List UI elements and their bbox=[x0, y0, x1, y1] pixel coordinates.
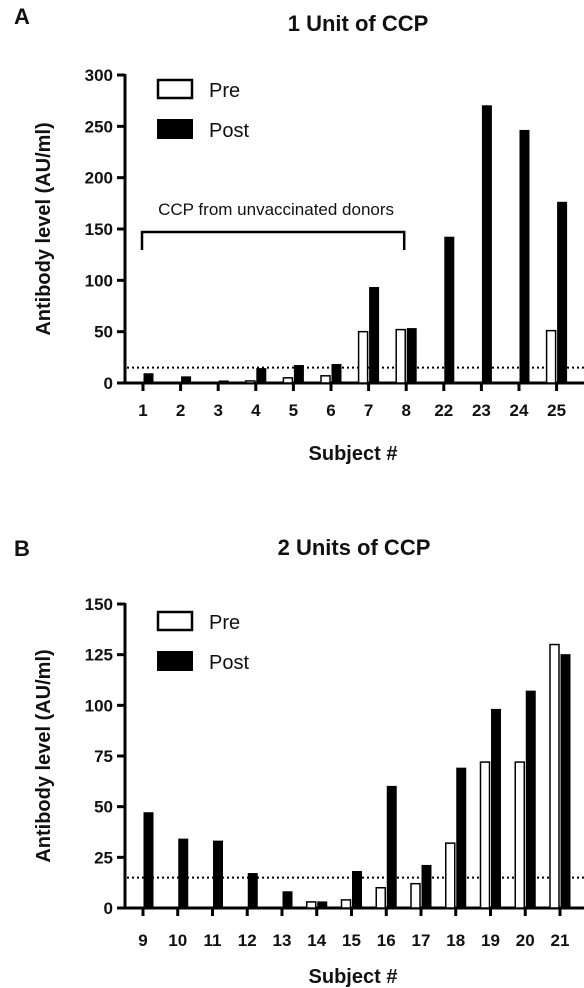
panel-a-x-tick-label-4: 4 bbox=[251, 401, 261, 420]
panel-a-x-tick-label-2: 2 bbox=[176, 401, 185, 420]
panel-b-bar-pre-21 bbox=[549, 643, 560, 909]
panel-a-bar-pre-7 bbox=[357, 330, 369, 384]
panel-a-y-tick-label-250: 250 bbox=[85, 117, 113, 136]
panel-a-bar-post-24 bbox=[519, 129, 530, 384]
panel-b-x-tick-label-19: 19 bbox=[481, 931, 500, 950]
panel-a-annotation-text: CCP from unvaccinated donors bbox=[158, 200, 394, 219]
panel-a-bar-post-3 bbox=[218, 380, 229, 384]
panel-b-x-tick-label-9: 9 bbox=[138, 931, 147, 950]
panel-b-bar-post-13 bbox=[282, 891, 293, 909]
panel-a-bar-post-5 bbox=[293, 365, 304, 384]
panel-a-bar-post-1 bbox=[143, 373, 154, 384]
panel-a-x-tick-label-6: 6 bbox=[326, 401, 335, 420]
panel-a-bar-post-8 bbox=[406, 328, 417, 384]
panel-a-bar-post-2 bbox=[181, 376, 192, 384]
panel-a-bar-post-22 bbox=[444, 236, 455, 384]
panel-a-bar-post-4 bbox=[256, 368, 267, 384]
panel-a-bar-post-23 bbox=[481, 105, 492, 384]
panel-b-bar-pre-19 bbox=[479, 761, 491, 909]
panel-a-legend-label-pre: Pre bbox=[209, 80, 240, 102]
panel-a-title: 1 Unit of CCP bbox=[288, 11, 429, 36]
panel-b-y-tick-label-100: 100 bbox=[85, 696, 113, 715]
panel-a-bar-post-6 bbox=[331, 364, 342, 384]
panel-b-y-tick-label-125: 125 bbox=[85, 646, 113, 665]
panel-b-bar-pre-17 bbox=[410, 882, 421, 909]
panel-a-bar-pre-25 bbox=[545, 329, 557, 384]
panel-b-bar-pre-15 bbox=[340, 899, 352, 909]
panel-b-bar-post-19 bbox=[491, 708, 501, 909]
panel-a-x-tick-label-23: 23 bbox=[472, 401, 491, 420]
panel-b-legend-swatch-post bbox=[157, 651, 193, 671]
panel-b-x-tick-label-15: 15 bbox=[342, 931, 361, 950]
panel-b-y-tick-label-150: 150 bbox=[85, 595, 113, 614]
panel-b-y-tick-label-75: 75 bbox=[94, 747, 113, 766]
panel-a-x-tick-label-24: 24 bbox=[510, 401, 529, 420]
panel-a-x-tick-label-3: 3 bbox=[213, 401, 222, 420]
panel-b-x-tick-label-18: 18 bbox=[446, 931, 465, 950]
panel-a-x-tick-label-8: 8 bbox=[401, 401, 410, 420]
panel-b-x-tick-label-16: 16 bbox=[377, 931, 396, 950]
panel-a-bar-pre-5 bbox=[282, 377, 294, 384]
panel-a-y-tick-label-0: 0 bbox=[104, 374, 113, 393]
panel-a-legend-swatch-pre bbox=[156, 78, 194, 100]
panel-b-y-tick-label-50: 50 bbox=[94, 798, 113, 817]
panel-b-bar-post-10 bbox=[178, 838, 189, 909]
panel-a-legend-label-post: Post bbox=[209, 120, 249, 142]
panel-b-bar-post-20 bbox=[525, 690, 536, 909]
panel-a-annotation-bracket bbox=[140, 230, 406, 250]
panel-a-y-tick-label-200: 200 bbox=[85, 169, 113, 188]
panel-b-y-axis-label: Antibody level (AU/ml) bbox=[33, 649, 55, 862]
panel-a-x-tick-label-25: 25 bbox=[547, 401, 566, 420]
panel-b-legend-label-pre: Pre bbox=[209, 612, 240, 634]
panel-a-y-tick-label-50: 50 bbox=[94, 323, 113, 342]
panel-b-bar-pre-16 bbox=[375, 886, 386, 909]
panel-a-bar-pre-4 bbox=[245, 380, 256, 384]
panel-a-y-tick-label-300: 300 bbox=[85, 66, 113, 85]
panel-a-x-tick-label-22: 22 bbox=[434, 401, 453, 420]
panel-b-letter: B bbox=[14, 536, 30, 561]
panel-b-bar-post-21 bbox=[560, 654, 571, 909]
panel-a-x-tick-label-5: 5 bbox=[289, 401, 298, 420]
panel-b-x-tick-label-14: 14 bbox=[307, 931, 326, 950]
panel-b-x-tick-label-21: 21 bbox=[551, 931, 570, 950]
panel-b-x-tick-label-13: 13 bbox=[273, 931, 292, 950]
panel-b-x-tick-label-11: 11 bbox=[204, 931, 222, 950]
panel-a-bar-post-7 bbox=[369, 287, 380, 384]
panel-a-legend-swatch-post bbox=[157, 119, 193, 139]
panel-b-bar-post-11 bbox=[213, 840, 223, 909]
panel-b-x-tick-label-10: 10 bbox=[168, 931, 187, 950]
panel-a-bar-post-25 bbox=[557, 201, 568, 384]
panel-a-y-tick-label-150: 150 bbox=[85, 220, 113, 239]
panel-b-bar-pre-18 bbox=[445, 842, 456, 909]
panel-b-x-tick-label-20: 20 bbox=[516, 931, 535, 950]
panel-a-letter: A bbox=[14, 4, 30, 29]
panel-b-bar-post-16 bbox=[386, 785, 397, 909]
panel-b-bar-pre-20 bbox=[514, 761, 525, 909]
panel-b-title: 2 Units of CCP bbox=[278, 535, 431, 560]
panel-a-x-axis-label: Subject # bbox=[309, 443, 398, 465]
panel-b-y-tick-label-25: 25 bbox=[94, 848, 113, 867]
panel-a-x-tick-label-1: 1 bbox=[138, 401, 147, 420]
panel-a-bar-pre-6 bbox=[320, 375, 331, 384]
panel-b-y-tick-label-0: 0 bbox=[104, 899, 113, 918]
panel-b-x-tick-label-17: 17 bbox=[412, 931, 431, 950]
panel-a-y-axis-label: Antibody level (AU/ml) bbox=[33, 122, 55, 335]
panel-b-bar-pre-14 bbox=[306, 901, 317, 909]
panel-b-legend-label-post: Post bbox=[209, 652, 249, 674]
panel-b-bar-post-18 bbox=[456, 767, 467, 909]
panel-a-x-tick-label-7: 7 bbox=[364, 401, 373, 420]
panel-b-bar-post-15 bbox=[352, 871, 362, 909]
panel-b-legend-swatch-pre bbox=[156, 610, 194, 632]
panel-b-bar-post-12 bbox=[247, 873, 258, 909]
panel-a-y-tick-label-100: 100 bbox=[85, 271, 113, 290]
panel-b-x-axis-label: Subject # bbox=[309, 966, 398, 988]
panel-a-bar-pre-8 bbox=[395, 328, 406, 384]
panel-b-bar-post-9 bbox=[143, 812, 154, 909]
panel-b-x-tick-label-12: 12 bbox=[238, 931, 257, 950]
panel-b-bar-post-14 bbox=[317, 901, 328, 909]
panel-b-bar-post-17 bbox=[421, 864, 432, 909]
